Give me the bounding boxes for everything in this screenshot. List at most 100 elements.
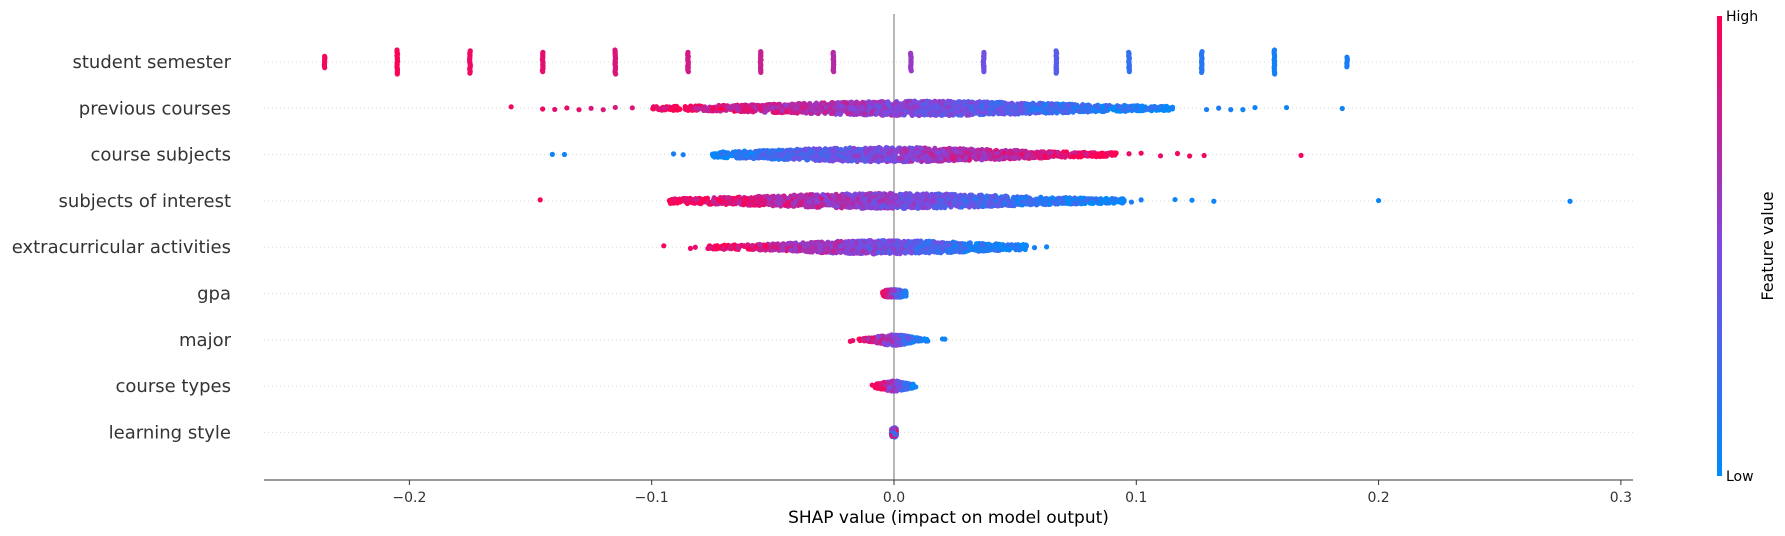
dot-course-subjects [934,150,940,156]
dot-course-subjects [829,157,835,164]
dot-course-subjects [561,151,568,158]
dot-previous-courses [1203,106,1210,113]
dot-course-subjects [1186,153,1193,159]
dot-course-subjects [1011,154,1018,160]
dot-course-subjects [670,151,677,157]
dot-previous-courses [886,108,892,114]
dot-previous-courses [829,100,835,106]
dot-course-subjects [1038,149,1044,155]
dot-previous-courses [552,106,558,113]
dot-student-semester [613,71,619,77]
dot-previous-courses [968,103,974,110]
dot-course-subjects [804,154,810,160]
dot-previous-courses [983,103,990,109]
dot-previous-courses [1240,107,1246,113]
dot-course-subjects [680,152,686,158]
dot-course-subjects [995,153,1001,160]
dot-previous-courses [1030,101,1036,107]
dot-previous-courses [849,99,855,105]
dot-previous-courses [861,110,868,116]
dot-previous-courses [853,108,859,115]
dot-course-subjects [1098,150,1104,157]
dot-course-subjects [743,149,749,155]
dot-course-subjects [791,156,797,162]
dot-previous-courses [955,99,962,105]
dot-previous-courses [741,107,748,113]
dot-previous-courses [1150,105,1156,111]
dot-previous-courses [837,111,844,117]
dot-previous-courses [951,99,957,105]
dot-course-subjects [728,152,734,158]
dot-previous-courses [721,102,727,109]
dot-course-subjects [846,154,852,160]
dot-course-subjects [963,155,969,161]
dot-course-subjects [903,147,910,153]
dot-previous-courses [1339,105,1345,112]
dot-student-semester [831,69,837,75]
dot-previous-courses [975,109,981,115]
dot-previous-courses [842,107,848,113]
dot-student-semester [685,69,692,75]
dot-previous-courses [920,101,926,108]
dot-previous-courses [654,105,660,111]
dot-course-subjects [1048,149,1054,155]
dot-course-subjects [975,152,981,158]
dot-previous-courses [920,108,927,114]
dot-course-subjects [755,148,761,154]
dot-previous-courses [867,99,873,106]
dot-previous-courses [788,109,794,116]
dot-course-subjects [910,148,916,155]
dot-previous-courses [801,101,807,107]
dot-previous-courses [941,105,947,112]
dot-previous-courses [850,105,856,111]
dot-course-subjects [953,148,959,154]
dot-course-subjects [1012,147,1019,154]
dot-previous-courses [1228,107,1234,113]
dot-previous-courses [934,106,940,112]
dot-previous-courses [1120,107,1126,113]
dot-course-subjects [947,145,953,151]
dot-course-subjects [839,153,845,160]
dot-previous-courses [1063,109,1069,115]
dot-previous-courses [879,98,885,105]
dot-previous-courses [1126,105,1132,111]
dot-previous-courses [1003,101,1009,107]
dot-previous-courses [854,100,860,106]
dot-previous-courses [945,104,951,110]
dot-previous-courses [1283,104,1290,111]
dot-course-subjects [762,148,768,154]
dot-previous-courses [788,106,794,112]
dot-previous-courses [1060,102,1066,109]
dot-previous-courses [710,105,716,112]
dot-student-semester [981,69,987,75]
dot-student-semester [758,69,764,75]
dot-previous-courses [897,104,903,110]
dot-course-subjects [785,156,791,162]
dot-student-semester [1272,71,1278,77]
dot-previous-courses [999,100,1005,107]
dot-student-semester [1126,69,1132,75]
dot-course-subjects [1109,150,1115,156]
dot-course-subjects [797,148,803,154]
dot-previous-courses [955,104,961,110]
dot-course-subjects [721,154,728,160]
dot-course-subjects [811,152,817,158]
dot-course-subjects [856,152,862,159]
dot-course-subjects [892,158,898,164]
dot-previous-courses [1054,110,1060,116]
dot-course-subjects [1016,155,1022,161]
dot-previous-courses [913,110,919,116]
dot-course-subjects [865,158,872,164]
dot-course-subjects [1201,152,1207,159]
dot-student-semester [1344,64,1350,70]
dot-previous-courses [940,112,946,118]
dot-previous-courses [576,107,582,113]
dot-previous-courses [588,105,594,111]
dot-previous-courses [916,103,922,110]
dot-course-subjects [755,153,761,160]
dot-previous-courses [831,108,837,114]
dot-course-subjects [832,148,838,154]
dot-previous-courses [763,105,769,111]
dot-previous-courses [770,105,776,111]
dot-previous-courses [564,105,570,111]
